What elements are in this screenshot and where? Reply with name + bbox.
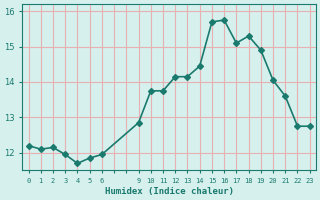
X-axis label: Humidex (Indice chaleur): Humidex (Indice chaleur) bbox=[105, 187, 234, 196]
